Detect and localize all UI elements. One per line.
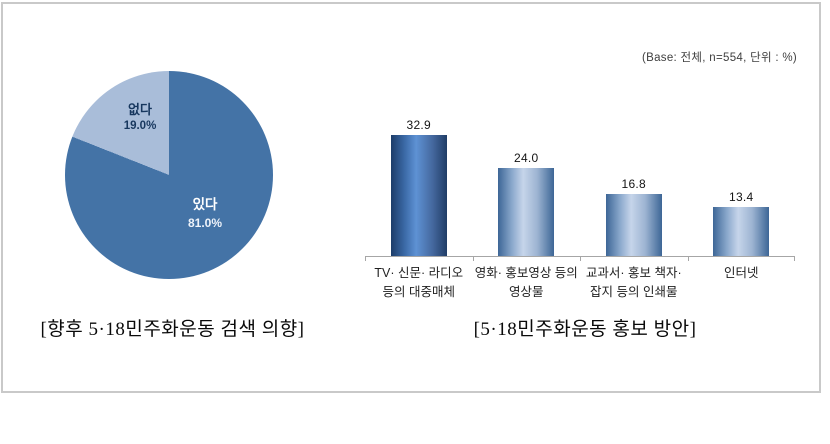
- pie-slice-label-no: 없다 19.0%: [100, 99, 180, 132]
- x-axis-ticks: [365, 257, 795, 261]
- category-label: 인터넷: [688, 264, 796, 302]
- bar-group-video: 24.0: [473, 100, 581, 256]
- axis-tick: [472, 257, 474, 261]
- bar-group-internet: 13.4: [688, 100, 796, 256]
- category-label: TV· 신문· 라디오 등의 대중매체: [365, 264, 473, 302]
- pie-no-value: 19.0%: [123, 120, 157, 132]
- bar: [498, 168, 555, 256]
- x-axis-category-labels: TV· 신문· 라디오 등의 대중매체 영화· 홍보영상 등의 영상물 교과서·…: [365, 264, 795, 302]
- bar-value-label: 16.8: [621, 177, 647, 191]
- axis-tick: [687, 257, 689, 261]
- bar-caption: [5·18민주화운동 홍보 방안]: [473, 319, 697, 340]
- category-label-line2: 잡지 등의 인쇄물: [590, 285, 678, 299]
- category-label-line2: 등의 대중매체: [382, 285, 455, 299]
- bar-group-print: 16.8: [580, 100, 688, 256]
- pie-slice-label-yes: 있다 81.0%: [165, 193, 245, 230]
- base-note: (Base: 전체, n=554, 단위 : %): [642, 52, 797, 64]
- category-label-line1: 인터넷: [723, 266, 759, 280]
- pie-caption: [향후 5·18민주화운동 검색 의향]: [40, 319, 305, 340]
- axis-tick: [580, 257, 581, 261]
- category-label-line1: TV· 신문· 라디오: [374, 266, 464, 280]
- bar-value-label: 24.0: [513, 151, 539, 165]
- axis-tick: [365, 257, 366, 261]
- category-label-line2: 영상물: [508, 285, 544, 299]
- bar: [605, 194, 662, 256]
- pie-no-label: 없다: [128, 102, 152, 117]
- bar: [390, 135, 447, 256]
- bar-value-label: 13.4: [728, 190, 754, 204]
- category-label-line1: 교과서· 홍보 책자·: [585, 266, 682, 280]
- category-label: 영화· 홍보영상 등의 영상물: [473, 264, 581, 302]
- pie-yes-value: 81.0%: [187, 216, 223, 230]
- pie-yes-label: 있다: [192, 197, 218, 212]
- bar-group-mass-media: 32.9: [365, 100, 473, 256]
- bar-value-label: 32.9: [406, 118, 432, 132]
- pie-chart: [65, 71, 273, 279]
- axis-tick: [794, 257, 795, 261]
- category-label: 교과서· 홍보 책자· 잡지 등의 인쇄물: [580, 264, 688, 302]
- bar-plot-area: 32.9 24.0 16.8 13.4: [365, 100, 795, 257]
- bar: [713, 207, 770, 256]
- category-label-line1: 영화· 홍보영상 등의: [474, 266, 578, 280]
